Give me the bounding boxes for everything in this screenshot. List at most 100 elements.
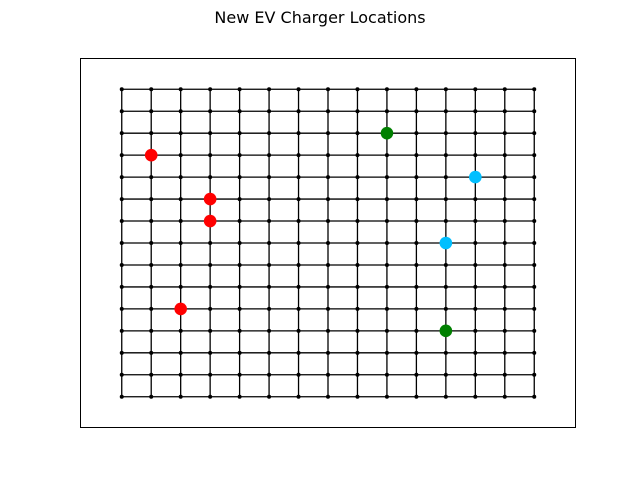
grid-node [532,328,537,333]
grid-node [296,241,301,245]
grid-node [119,284,124,289]
grid-node [384,350,389,355]
grid-node [326,87,330,92]
grid-node [532,197,537,202]
grid-node [296,306,301,311]
grid-node [296,197,301,202]
grid-node [443,262,448,267]
grid-node [237,219,242,224]
grid-node [502,175,507,180]
grid-node [149,306,154,311]
grid-node [532,87,537,92]
grid-node [267,328,272,333]
grid-node [267,394,272,399]
grid-node [267,197,272,202]
grid-node [384,394,389,399]
grid-node [178,394,183,399]
grid-node [296,350,301,355]
grid-node [178,219,183,224]
grid-node [178,284,183,289]
grid-node [532,350,537,355]
grid-node [208,328,213,333]
grid-node [414,328,419,333]
grid-node [119,87,124,92]
grid-node [502,87,507,92]
grid-node [443,109,448,114]
grid-node [414,394,419,399]
grid-node [237,350,242,355]
grid-node [443,284,448,289]
grid-node [532,153,537,158]
grid-node [237,241,242,245]
grid-node [237,153,242,158]
grid-node [414,262,419,267]
grid-node [473,131,478,136]
grid-node [119,262,124,267]
grid-node [237,262,242,267]
grid-node [473,153,478,158]
grid-node [473,262,478,267]
grid-node [119,197,124,202]
grid-node [473,197,478,202]
grid-node [532,372,537,377]
grid-node [149,241,154,245]
grid-node [296,87,301,92]
charger-markers [144,126,482,338]
grid-node [473,394,478,399]
grid-node [443,219,448,224]
grid-node [267,284,272,289]
grid-node [355,197,360,202]
plot-frame [80,58,576,428]
grid-node [443,87,448,92]
grid-node [355,262,360,267]
grid-node [532,306,537,311]
grid-node [502,219,507,224]
grid-node [473,306,478,311]
grid-node [355,306,360,311]
grid-node [414,372,419,377]
grid-node [178,328,183,333]
grid-node [119,306,124,311]
grid-node [355,131,360,136]
grid-node [178,372,183,377]
grid-node [532,219,537,224]
grid-node [502,241,507,245]
grid-node [443,175,448,180]
grid-node [414,131,419,136]
grid-node [178,350,183,355]
grid-node [502,328,507,333]
grid-node [355,394,360,399]
grid-node [443,394,448,399]
grid-node [414,175,419,180]
grid-node [355,219,360,224]
grid-node [237,394,242,399]
grid-node [384,241,389,245]
grid-node [473,87,478,92]
grid-node [384,175,389,180]
grid-node [384,219,389,224]
grid-node [296,372,301,377]
grid-node [296,394,301,399]
grid-node [267,87,272,92]
grid-node [502,197,507,202]
grid-node [384,262,389,267]
grid-node [355,350,360,355]
grid-node [473,219,478,224]
grid-node [414,350,419,355]
grid-node [443,372,448,377]
grid-node [326,241,330,245]
grid-node [355,175,360,180]
grid-node [384,87,389,92]
grid-node [473,241,478,245]
grid-node [149,262,154,267]
grid-node [149,219,154,224]
grid-node [384,197,389,202]
charger-marker-0-1 [203,192,217,206]
grid-node [296,109,301,114]
grid-node [326,306,330,311]
grid-node [326,219,330,224]
grid-node [326,175,330,180]
grid-node [384,109,389,114]
grid-node [355,87,360,92]
grid-node [414,241,419,245]
